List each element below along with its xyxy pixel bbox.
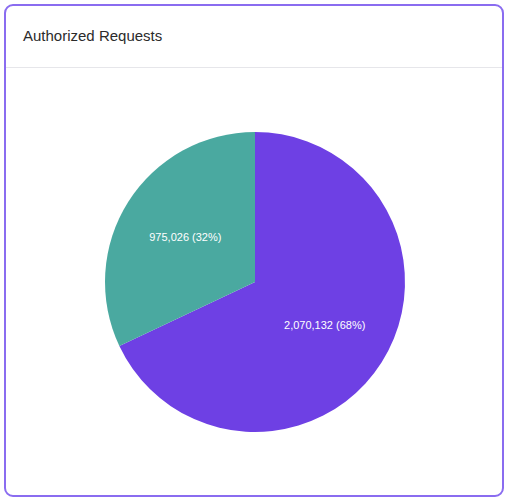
pie-slice bbox=[105, 132, 255, 346]
chart-title: Authorized Requests bbox=[23, 27, 162, 44]
chart-svg: 2,070,132 (68%) 975,026 (32%) bbox=[0, 0, 510, 503]
data-label: 975,026 (32%) bbox=[149, 231, 221, 243]
data-label: 2,070,132 (68%) bbox=[284, 319, 365, 331]
data-labels: 2,070,132 (68%) 975,026 (32%) bbox=[149, 231, 365, 331]
card-header: Authorized Requests bbox=[6, 6, 502, 68]
pie bbox=[105, 132, 405, 432]
